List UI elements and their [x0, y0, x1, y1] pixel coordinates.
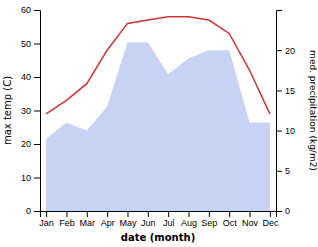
tick: Feb [59, 211, 75, 228]
tick-label: 15 [285, 86, 295, 96]
tick-label: 20 [21, 139, 31, 149]
tick-mark [168, 211, 169, 217]
tick-label: 60 [21, 5, 31, 15]
tick-label: 0 [26, 206, 31, 216]
tick-mark [46, 211, 47, 217]
tick-mark [34, 10, 40, 11]
tick: Jan [39, 211, 54, 228]
tick: Aug [181, 211, 197, 228]
precipitation-area [46, 42, 270, 211]
tick-mark [276, 211, 282, 212]
tick-label: Nov [242, 218, 259, 228]
plot: Jan Feb Mar Apr May Jun Jul Aug Sep Oct NovDec 0 10 2… [21, 5, 295, 228]
tick: 10 [21, 173, 40, 183]
tick-label: 30 [21, 106, 31, 116]
tick-mark [276, 90, 282, 91]
tick: 10 [276, 126, 295, 136]
tick-mark [250, 211, 251, 217]
tick-label: Jun [141, 218, 156, 228]
tick: Apr [101, 211, 115, 228]
tick-label: Jan [39, 218, 54, 228]
tick-mark [276, 171, 282, 172]
tick-mark [34, 211, 40, 212]
tick-mark [189, 211, 190, 217]
y-axis-title: max temp (C) [2, 76, 13, 145]
tick: Dec [262, 211, 279, 228]
tick-mark [66, 211, 67, 217]
tick-label: May [119, 218, 137, 228]
tick-mark [34, 44, 40, 45]
tick-mark [107, 211, 108, 217]
marks [46, 17, 270, 211]
tick: Nov [242, 211, 259, 228]
temperature-line [46, 17, 270, 114]
tick-mark [127, 211, 128, 217]
tick-label: 50 [21, 39, 31, 49]
tick-label: Dec [262, 218, 279, 228]
tick-mark [34, 178, 40, 179]
tick: 15 [276, 86, 295, 96]
tick: 5 [276, 166, 290, 176]
tick: 40 [21, 72, 40, 82]
tick-mark [34, 111, 40, 112]
axis-line [34, 11, 41, 212]
tick: May [119, 211, 137, 228]
tick: 60 [21, 5, 40, 15]
tick-mark [209, 211, 210, 217]
tick-mark [34, 77, 40, 78]
tick-mark [276, 131, 282, 132]
tick-label: Mar [80, 218, 96, 228]
tick-mark [34, 144, 40, 145]
tick-label: 40 [21, 72, 31, 82]
tick-mark [276, 50, 282, 51]
tick-mark [87, 211, 88, 217]
tick: 0 [276, 206, 290, 216]
x-axis: Jan Feb Mar Apr May Jun Jul Aug Sep Oct NovDec [39, 211, 279, 228]
y-axis: 0 10 20 30 40 50 60 [21, 5, 41, 216]
axis-line [41, 212, 277, 218]
tick-label: Jul [163, 218, 175, 228]
tick-label: 20 [285, 46, 295, 56]
tick: Mar [80, 211, 96, 228]
tick: Jun [141, 211, 156, 228]
x-axis-title: date (month) [121, 232, 195, 243]
tick-label: Aug [181, 218, 197, 228]
tick-label: 10 [21, 173, 31, 183]
axis-line [277, 11, 283, 212]
tick-label: 0 [285, 206, 290, 216]
tick: 20 [21, 139, 40, 149]
tick-label: 10 [285, 126, 295, 136]
y2-axis: 0 5 10 15 20 [276, 11, 295, 217]
tick: Oct [223, 211, 238, 228]
y2-axis-title: med. precipitation (kg/m2) [308, 50, 318, 171]
tick-label: Apr [101, 218, 115, 228]
chart: Jan Feb Mar Apr May Jun Jul Aug Sep Oct NovDec 0 10 2… [0, 0, 318, 247]
tick-label: Feb [59, 218, 75, 228]
tick: 50 [21, 39, 40, 49]
tick: Sep [201, 211, 217, 228]
tick-label: Oct [223, 218, 238, 228]
tick-label: Sep [201, 218, 217, 228]
tick: 20 [276, 46, 295, 56]
tick: Jul [163, 211, 175, 228]
tick-mark [148, 211, 149, 217]
tick-mark [270, 211, 271, 217]
tick-label: 5 [285, 166, 290, 176]
tick: 30 [21, 106, 40, 116]
tick: 0 [26, 206, 40, 216]
tick-mark [229, 211, 230, 217]
